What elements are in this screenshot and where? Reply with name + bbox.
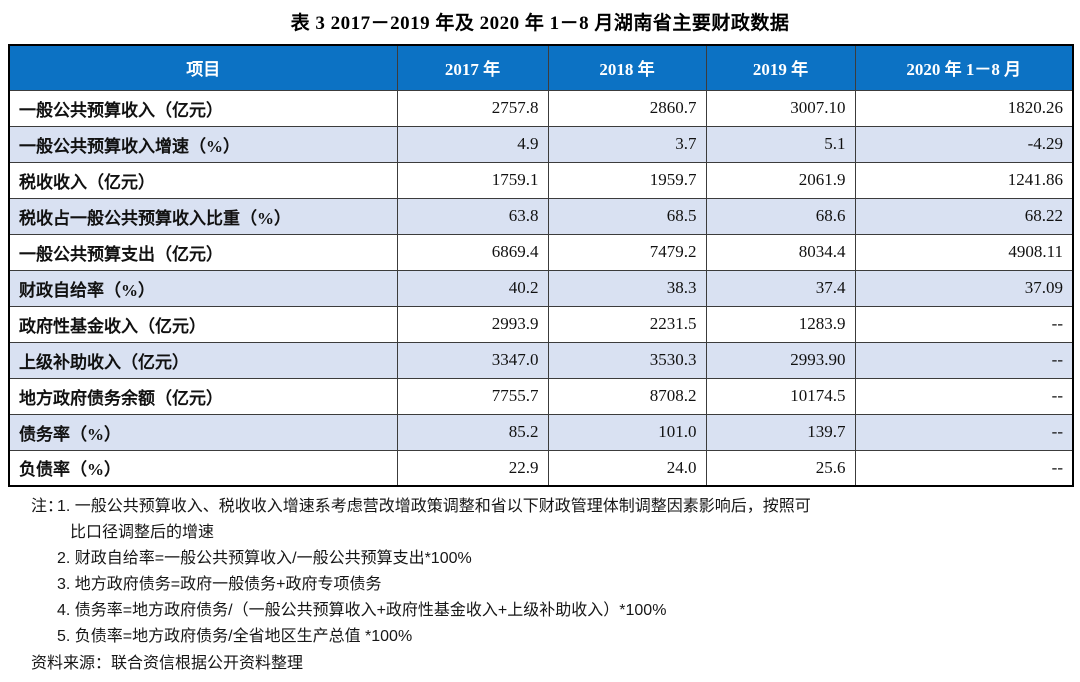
row-label: 一般公共预算支出（亿元） bbox=[8, 233, 398, 271]
table-row: 一般公共预算支出（亿元） 6869.4 7479.2 8034.4 4908.11 bbox=[8, 233, 1074, 271]
column-header-year: 2019 年 bbox=[705, 44, 856, 91]
cell-value: 139.7 bbox=[705, 413, 856, 451]
cell-value: 24.0 bbox=[547, 449, 707, 487]
cell-value: 22.9 bbox=[396, 449, 549, 487]
cell-value: -4.29 bbox=[854, 125, 1074, 163]
row-label: 地方政府债务余额（亿元） bbox=[8, 377, 398, 415]
table-row: 税收收入（亿元） 1759.1 1959.7 2061.9 1241.86 bbox=[8, 161, 1074, 199]
table-row: 债务率（%） 85.2 101.0 139.7 -- bbox=[8, 413, 1074, 451]
financial-data-table: 项目 2017 年 2018 年 2019 年 2020 年 1－8 月 一般公共预算收… bbox=[8, 44, 1074, 487]
cell-value: -- bbox=[854, 377, 1074, 415]
table-row: 地方政府债务余额（亿元） 7755.7 8708.2 10174.5 -- bbox=[8, 377, 1074, 415]
cell-value: 38.3 bbox=[547, 269, 707, 307]
table-row: 税收占一般公共预算收入比重（%） 63.8 68.5 68.6 68.22 bbox=[8, 197, 1074, 235]
cell-value: 4.9 bbox=[396, 125, 549, 163]
cell-value: -- bbox=[854, 305, 1074, 343]
row-label: 一般公共预算收入增速（%） bbox=[8, 125, 398, 163]
table-row: 上级补助收入（亿元） 3347.0 3530.3 2993.90 -- bbox=[8, 341, 1074, 379]
cell-value: 63.8 bbox=[396, 197, 549, 235]
cell-value: 2860.7 bbox=[547, 89, 707, 127]
cell-value: 3007.10 bbox=[705, 89, 856, 127]
cell-value: 68.5 bbox=[547, 197, 707, 235]
row-label: 财政自给率（%） bbox=[8, 269, 398, 307]
cell-value: 2993.90 bbox=[705, 341, 856, 379]
cell-value: 10174.5 bbox=[705, 377, 856, 415]
cell-value: 37.09 bbox=[854, 269, 1074, 307]
note-item-continuation: 比口径调整后的增速 bbox=[70, 524, 215, 541]
column-header-year: 2020 年 1－8 月 bbox=[854, 44, 1074, 91]
table-row: 财政自给率（%） 40.2 38.3 37.4 37.09 bbox=[8, 269, 1074, 307]
row-label: 政府性基金收入（亿元） bbox=[8, 305, 398, 343]
cell-value: 1283.9 bbox=[705, 305, 856, 343]
cell-value: 1241.86 bbox=[854, 161, 1074, 199]
cell-value: 25.6 bbox=[705, 449, 856, 487]
table-title: 表 3 2017－2019 年及 2020 年 1－8 月湖南省主要财政数据 bbox=[290, 13, 790, 34]
cell-value: 7479.2 bbox=[547, 233, 707, 271]
table-row: 一般公共预算收入（亿元） 2757.8 2860.7 3007.10 1820.26 bbox=[8, 89, 1074, 127]
cell-value: 5.1 bbox=[705, 125, 856, 163]
cell-value: 8708.2 bbox=[547, 377, 707, 415]
cell-value: 2231.5 bbox=[547, 305, 707, 343]
cell-value: 4908.11 bbox=[854, 233, 1074, 271]
column-header-item: 项目 bbox=[8, 44, 398, 91]
notes-section: 注： 1. 一般公共预算收入、税收收入增速系考虑营改增政策调整和省以下财政管理体… bbox=[0, 494, 1070, 650]
cell-value: 85.2 bbox=[396, 413, 549, 451]
note-item: 3. 地方政府债务=政府一般债务+政府专项债务 bbox=[57, 576, 382, 593]
row-label: 税收收入（亿元） bbox=[8, 161, 398, 199]
cell-value: 68.22 bbox=[854, 197, 1074, 235]
cell-value: 2757.8 bbox=[396, 89, 549, 127]
cell-value: 40.2 bbox=[396, 269, 549, 307]
row-label: 一般公共预算收入（亿元） bbox=[8, 89, 398, 127]
cell-value: 68.6 bbox=[705, 197, 856, 235]
table-header-row: 项目 2017 年 2018 年 2019 年 2020 年 1－8 月 bbox=[8, 44, 1074, 91]
cell-value: 3347.0 bbox=[396, 341, 549, 379]
cell-value: -- bbox=[854, 341, 1074, 379]
table-row: 政府性基金收入（亿元） 2993.9 2231.5 1283.9 -- bbox=[8, 305, 1074, 343]
note-item: 2. 财政自给率=一般公共预算收入/一般公共预算支出*100% bbox=[57, 550, 472, 567]
cell-value: 3530.3 bbox=[547, 341, 707, 379]
cell-value: 1759.1 bbox=[396, 161, 549, 199]
note-item: 4. 债务率=地方政府债务/（一般公共预算收入+政府性基金收入+上级补助收入）*… bbox=[57, 602, 667, 619]
table-row: 负债率（%） 22.9 24.0 25.6 -- bbox=[8, 449, 1074, 487]
cell-value: 3.7 bbox=[547, 125, 707, 163]
cell-value: 1820.26 bbox=[854, 89, 1074, 127]
note-item: 1. 一般公共预算收入、税收收入增速系考虑营改增政策调整和省以下财政管理体制调整… bbox=[57, 498, 811, 515]
source-line: 资料来源：联合资信根据公开资料整理 bbox=[31, 655, 304, 672]
row-label: 债务率（%） bbox=[8, 413, 398, 451]
cell-value: 7755.7 bbox=[396, 377, 549, 415]
note-item: 5. 负债率=地方政府债务/全省地区生产总值 *100% bbox=[57, 628, 413, 645]
notes-prefix: 注： bbox=[31, 498, 64, 515]
cell-value: 2993.9 bbox=[396, 305, 549, 343]
cell-value: -- bbox=[854, 413, 1074, 451]
column-header-year: 2018 年 bbox=[547, 44, 707, 91]
row-label: 税收占一般公共预算收入比重（%） bbox=[8, 197, 398, 235]
cell-value: 8034.4 bbox=[705, 233, 856, 271]
table-row: 一般公共预算收入增速（%） 4.9 3.7 5.1 -4.29 bbox=[8, 125, 1074, 163]
cell-value: 37.4 bbox=[705, 269, 856, 307]
row-label: 负债率（%） bbox=[8, 449, 398, 487]
cell-value: -- bbox=[854, 449, 1074, 487]
cell-value: 6869.4 bbox=[396, 233, 549, 271]
cell-value: 2061.9 bbox=[705, 161, 856, 199]
row-label: 上级补助收入（亿元） bbox=[8, 341, 398, 379]
notes-list: 1. 一般公共预算收入、税收收入增速系考虑营改增政策调整和省以下财政管理体制调整… bbox=[57, 494, 1070, 650]
cell-value: 101.0 bbox=[547, 413, 707, 451]
column-header-year: 2017 年 bbox=[396, 44, 549, 91]
cell-value: 1959.7 bbox=[547, 161, 707, 199]
